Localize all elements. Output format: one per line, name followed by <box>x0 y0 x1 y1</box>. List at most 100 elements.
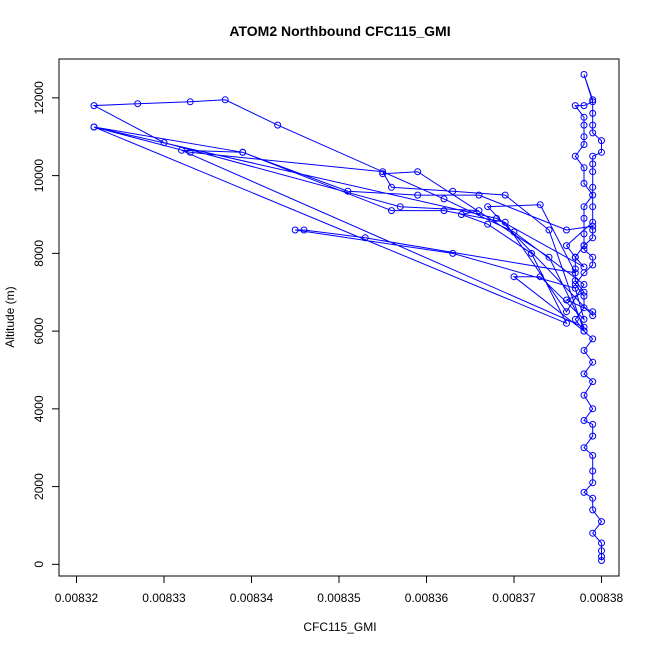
data-point <box>589 529 597 537</box>
data-point <box>414 168 422 176</box>
data-point <box>589 191 597 199</box>
data-point <box>90 123 98 131</box>
data-point <box>361 234 369 242</box>
data-point <box>598 518 605 526</box>
x-tick-label: 0.00834 <box>230 591 274 605</box>
data-point <box>221 96 229 104</box>
data-point <box>589 218 597 226</box>
data-point <box>589 308 597 316</box>
data-point <box>589 160 597 168</box>
data-point <box>589 261 597 269</box>
data-point <box>388 183 395 191</box>
data-point <box>563 226 570 234</box>
data-point <box>449 249 457 257</box>
data-point <box>536 201 544 209</box>
x-tick-label: 0.00838 <box>580 591 624 605</box>
x-axis-label: CFC115_GMI <box>303 620 376 634</box>
data-point <box>571 284 579 292</box>
x-axis: 0.00832 0.00833 0.00834 0.00835 0.00836 0.008… <box>55 576 624 605</box>
data-point <box>501 218 509 226</box>
data-point <box>580 391 588 399</box>
data-point <box>589 121 597 129</box>
data-point <box>571 277 579 285</box>
data-point <box>598 539 605 547</box>
y-tick-label: 6000 <box>32 317 46 344</box>
data-point <box>580 164 588 172</box>
data-point <box>510 273 518 281</box>
data-point <box>589 420 597 428</box>
data-point <box>589 312 597 320</box>
data-point <box>571 315 579 323</box>
y-tick-label: 0 <box>32 561 46 568</box>
data-point <box>475 207 483 215</box>
series-line <box>92 74 603 561</box>
data-point <box>589 98 597 106</box>
data-point <box>484 203 492 211</box>
data-point <box>589 253 597 261</box>
data-point <box>186 98 194 106</box>
data-point <box>589 234 597 242</box>
data-point <box>580 113 588 121</box>
data-point <box>186 148 194 156</box>
data-point <box>580 214 588 222</box>
data-point <box>344 187 352 195</box>
data-point <box>580 323 588 331</box>
data-point <box>545 226 553 234</box>
data-point <box>510 228 518 236</box>
data-point <box>580 370 588 378</box>
plot-frame <box>58 58 620 577</box>
data-point <box>571 102 579 110</box>
data-point <box>580 417 588 424</box>
data-point <box>589 222 597 230</box>
data-point <box>580 121 588 129</box>
y-tick-label: 2000 <box>32 473 46 500</box>
data-point <box>291 226 299 234</box>
data-point <box>598 547 605 555</box>
data-point <box>580 444 588 452</box>
data-point <box>493 214 500 222</box>
y-tick-label: 8000 <box>32 240 46 267</box>
data-point <box>458 211 465 218</box>
data-points <box>90 71 605 564</box>
data-point <box>580 230 588 238</box>
data-point <box>379 168 387 176</box>
data-point <box>580 133 588 141</box>
data-point <box>449 187 457 195</box>
data-point <box>571 281 579 288</box>
x-tick-label: 0.00832 <box>55 591 99 605</box>
data-point <box>589 335 597 343</box>
data-point <box>580 304 588 312</box>
data-point <box>580 71 588 78</box>
x-tick-label: 0.00837 <box>492 591 536 605</box>
data-point <box>589 152 597 160</box>
y-axis: 0 2000 4000 6000 8000 10000 12000 <box>32 81 59 568</box>
data-point <box>379 170 387 178</box>
data-point <box>580 141 588 148</box>
y-axis-label: Altitude (m) <box>3 286 17 347</box>
data-point <box>90 102 98 110</box>
data-point <box>571 269 579 277</box>
data-point <box>580 288 588 296</box>
data-point <box>239 148 247 156</box>
data-point <box>589 109 597 117</box>
data-point <box>589 467 597 475</box>
data-point <box>571 253 579 261</box>
data-point <box>580 281 588 288</box>
data-point <box>589 96 597 104</box>
data-point <box>589 358 597 366</box>
data-point <box>501 191 509 199</box>
data-point <box>589 378 597 386</box>
data-point <box>528 249 535 257</box>
data-point <box>589 226 597 234</box>
data-point <box>440 207 448 215</box>
data-point <box>571 152 579 160</box>
data-point <box>563 242 570 250</box>
data-point <box>536 273 544 281</box>
data-point <box>580 263 588 271</box>
y-tick-label: 4000 <box>32 395 46 422</box>
data-point <box>571 265 579 273</box>
data-point <box>440 195 448 203</box>
data-point <box>545 253 553 261</box>
data-point <box>589 183 597 191</box>
